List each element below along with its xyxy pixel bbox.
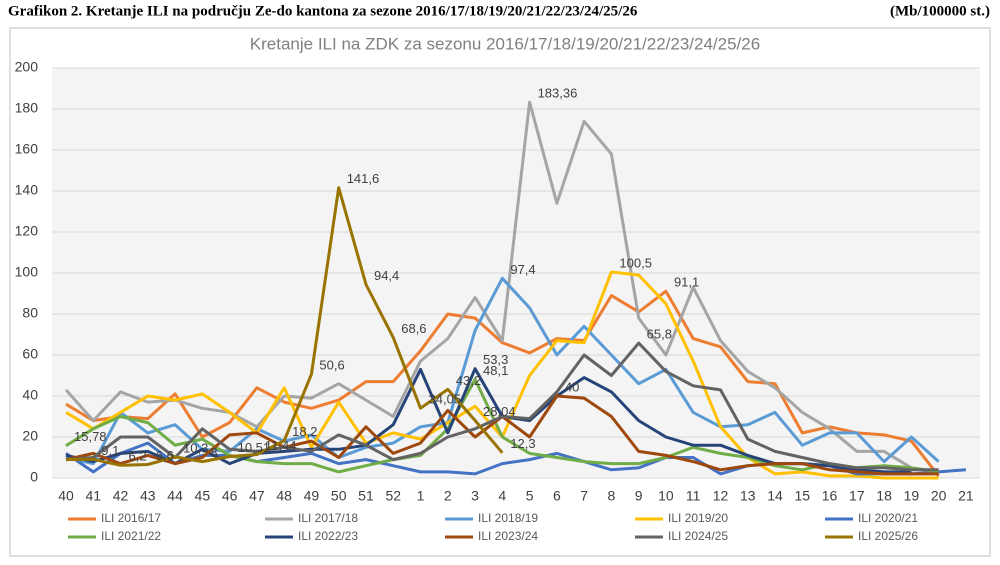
- y-tick-label: 0: [30, 469, 38, 485]
- data-label: 12,3: [510, 436, 535, 451]
- legend-label: ILI 2022/23: [298, 529, 358, 543]
- x-tick-label: 1: [417, 488, 425, 504]
- data-label: 100,5: [619, 255, 652, 270]
- y-tick-label: 20: [22, 428, 38, 444]
- x-tick-label: 42: [113, 488, 129, 504]
- series-line: [65, 289, 940, 477]
- legend-label: ILI 2023/24: [478, 529, 538, 543]
- series-line: [65, 186, 504, 467]
- data-label: 34,05: [429, 392, 462, 407]
- data-label: 68,6: [401, 321, 426, 336]
- data-label: 97,4: [510, 262, 535, 277]
- y-tick-label: 40: [22, 387, 38, 403]
- legend-label: ILI 2017/18: [298, 511, 358, 525]
- x-tick-label: 12: [713, 488, 729, 504]
- x-tick-label: 47: [249, 488, 265, 504]
- series-line: [65, 367, 912, 474]
- x-tick-label: 8: [608, 488, 616, 504]
- x-tick-label: 44: [167, 488, 183, 504]
- x-tick-label: 13: [740, 488, 756, 504]
- data-label: 8: [210, 445, 217, 460]
- data-label: 10,3: [183, 440, 208, 455]
- data-label: 40: [565, 379, 579, 394]
- chart-title: Kretanje ILI na ZDK za sezonu 2016/17/18…: [250, 34, 760, 53]
- data-label: 15,78: [74, 429, 107, 444]
- data-label: 6,6: [156, 448, 174, 463]
- data-label: 18,2: [292, 424, 317, 439]
- x-tick-label: 15: [795, 488, 811, 504]
- data-label: 141,6: [347, 171, 380, 186]
- x-tick-label: 17: [849, 488, 865, 504]
- legend-label: ILI 2016/17: [101, 511, 161, 525]
- series-line: [64, 100, 939, 474]
- data-label: 11,44: [265, 438, 297, 453]
- data-label: 65,8: [647, 327, 672, 342]
- x-tick-label: 51: [358, 488, 374, 504]
- y-tick-label: 140: [15, 182, 39, 198]
- x-tick-label: 3: [471, 488, 479, 504]
- x-tick-label: 6: [553, 488, 561, 504]
- y-tick-label: 160: [15, 141, 39, 157]
- legend-label: ILI 2024/25: [668, 529, 728, 543]
- data-label: 43,2: [456, 373, 481, 388]
- y-tick-label: 80: [22, 305, 38, 321]
- x-tick-label: 43: [140, 488, 156, 504]
- legend-label: ILI 2025/26: [858, 529, 918, 543]
- x-tick-label: 19: [904, 488, 920, 504]
- x-tick-label: 50: [331, 488, 347, 504]
- y-tick-label: 180: [15, 100, 39, 116]
- x-tick-label: 10: [658, 488, 674, 504]
- y-tick-label: 60: [22, 346, 38, 362]
- data-label: 53,3: [483, 352, 508, 367]
- legend-label: ILI 2019/20: [668, 511, 728, 525]
- x-tick-label: 16: [822, 488, 838, 504]
- data-label: 50,6: [319, 358, 344, 373]
- x-tick-label: 18: [876, 488, 892, 504]
- legend-label: ILI 2020/21: [858, 511, 918, 525]
- x-tick-label: 5: [526, 488, 534, 504]
- x-tick-label: 41: [85, 488, 101, 504]
- data-label: 9,1: [101, 443, 119, 458]
- x-tick-label: 14: [767, 488, 783, 504]
- data-label: 10,51: [238, 440, 271, 455]
- x-tick-label: 2: [444, 488, 452, 504]
- series-line: [65, 377, 939, 474]
- x-tick-label: 7: [580, 488, 588, 504]
- series-line: [65, 341, 939, 472]
- x-tick-label: 4: [498, 488, 506, 504]
- x-tick-label: 49: [304, 488, 320, 504]
- data-label: 48,1: [483, 363, 508, 378]
- unit-label: (Mb/100000 st.): [890, 3, 990, 19]
- y-tick-label: 120: [15, 223, 39, 239]
- data-label: 91,1: [674, 275, 699, 290]
- data-label: 6,2: [129, 449, 147, 464]
- legend-label: ILI 2021/22: [101, 529, 161, 543]
- y-tick-label: 100: [15, 264, 39, 280]
- x-tick-label: 46: [222, 488, 238, 504]
- x-tick-label: 21: [958, 488, 974, 504]
- x-tick-label: 40: [58, 488, 74, 504]
- y-tick-label: 200: [15, 59, 39, 75]
- data-label: 28,04: [483, 404, 516, 419]
- x-tick-label: 20: [931, 488, 947, 504]
- x-tick-label: 48: [276, 488, 292, 504]
- x-tick-label: 9: [635, 488, 643, 504]
- data-label: 183,36: [538, 86, 578, 101]
- data-label: 94,4: [374, 268, 399, 283]
- x-tick-label: 11: [686, 488, 701, 504]
- page-title: Grafikon 2. Kretanje ILI na području Ze-…: [8, 3, 638, 19]
- x-tick-label: 45: [195, 488, 211, 504]
- legend-label: ILI 2018/19: [478, 511, 538, 525]
- x-tick-label: 52: [385, 488, 401, 504]
